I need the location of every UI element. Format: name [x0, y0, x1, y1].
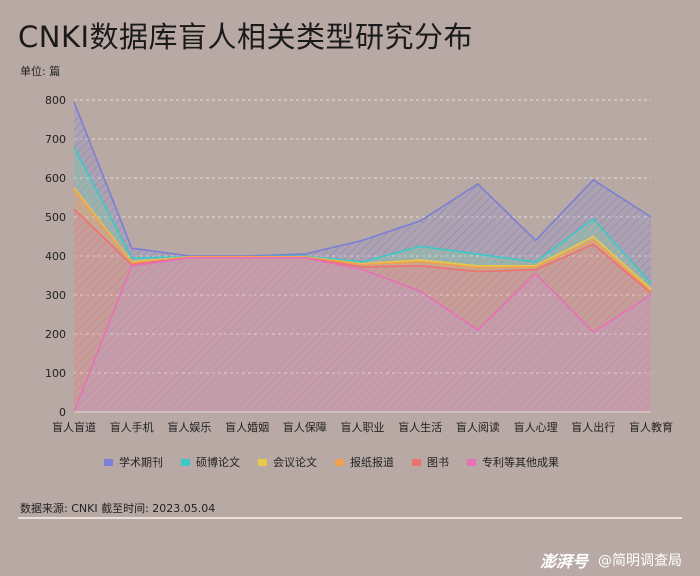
x-tick-label: 盲人阅读	[456, 420, 500, 434]
y-tick-label: 800	[45, 94, 66, 107]
legend-item[interactable]: 学术期刊	[104, 454, 163, 470]
series-line-1	[73, 101, 652, 257]
chart-title: CNKI数据库盲人相关类型研究分布	[18, 20, 474, 54]
footer-divider	[18, 517, 682, 519]
y-tick-label: 400	[45, 250, 66, 263]
x-tick-label: 盲人职业	[341, 420, 385, 434]
x-tick-label: 盲人心理	[514, 420, 558, 434]
series-line-2	[73, 146, 652, 284]
legend-item[interactable]: 会议论文	[258, 454, 317, 470]
x-tick-label: 盲人婚姻	[225, 420, 269, 434]
watermark-logo: 澎湃号	[539, 552, 588, 571]
legend-item[interactable]: 专利等其他成果	[467, 454, 559, 470]
legend-label: 报纸报道	[350, 456, 394, 469]
series-line-6	[73, 257, 652, 413]
y-tick-label: 700	[45, 133, 66, 146]
legend-swatch	[335, 458, 344, 466]
legend-swatch	[467, 458, 476, 466]
x-tick-label: 盲人盲道	[52, 420, 96, 434]
legend-swatch	[258, 458, 267, 466]
y-tick-label: 0	[59, 406, 66, 419]
x-tick-label: 盲人出行	[571, 420, 615, 434]
y-tick-label: 500	[45, 211, 66, 224]
y-tick-label: 600	[45, 172, 66, 185]
y-tick-label: 300	[45, 289, 66, 302]
legend-label: 学术期刊	[119, 456, 163, 469]
legend-swatch	[181, 458, 190, 466]
legend-label: 会议论文	[273, 456, 317, 469]
legend-label: 图书	[427, 456, 449, 469]
x-tick-label: 盲人娱乐	[167, 420, 211, 434]
data-source: 数据来源: CNKI 截至时间: 2023.05.04	[20, 502, 216, 515]
legend-swatch	[104, 458, 113, 466]
legend-label: 硕博论文	[196, 456, 240, 469]
legend-swatch	[412, 458, 421, 466]
watermark-account: @简明调查局	[598, 553, 682, 569]
watermark: 澎湃号 @简明调查局	[540, 548, 682, 572]
area-1	[74, 101, 651, 284]
x-tick-label: 盲人生活	[398, 420, 442, 434]
x-tick-label: 盲人保障	[283, 420, 327, 434]
legend-item[interactable]: 图书	[412, 454, 449, 470]
x-tick-label: 盲人教育	[629, 420, 673, 434]
legend-label: 专利等其他成果	[482, 456, 559, 469]
y-tick-label: 100	[45, 367, 66, 380]
x-tick-label: 盲人手机	[110, 420, 154, 434]
chart-legend: 学术期刊 硕博论文 会议论文 报纸报道 图书 专利等其他成果	[104, 454, 559, 470]
y-tick-label: 200	[45, 328, 66, 341]
unit-label: 单位: 篇	[20, 65, 61, 78]
legend-item[interactable]: 硕博论文	[181, 454, 240, 470]
area-6	[74, 257, 651, 412]
legend-item[interactable]: 报纸报道	[335, 454, 394, 470]
